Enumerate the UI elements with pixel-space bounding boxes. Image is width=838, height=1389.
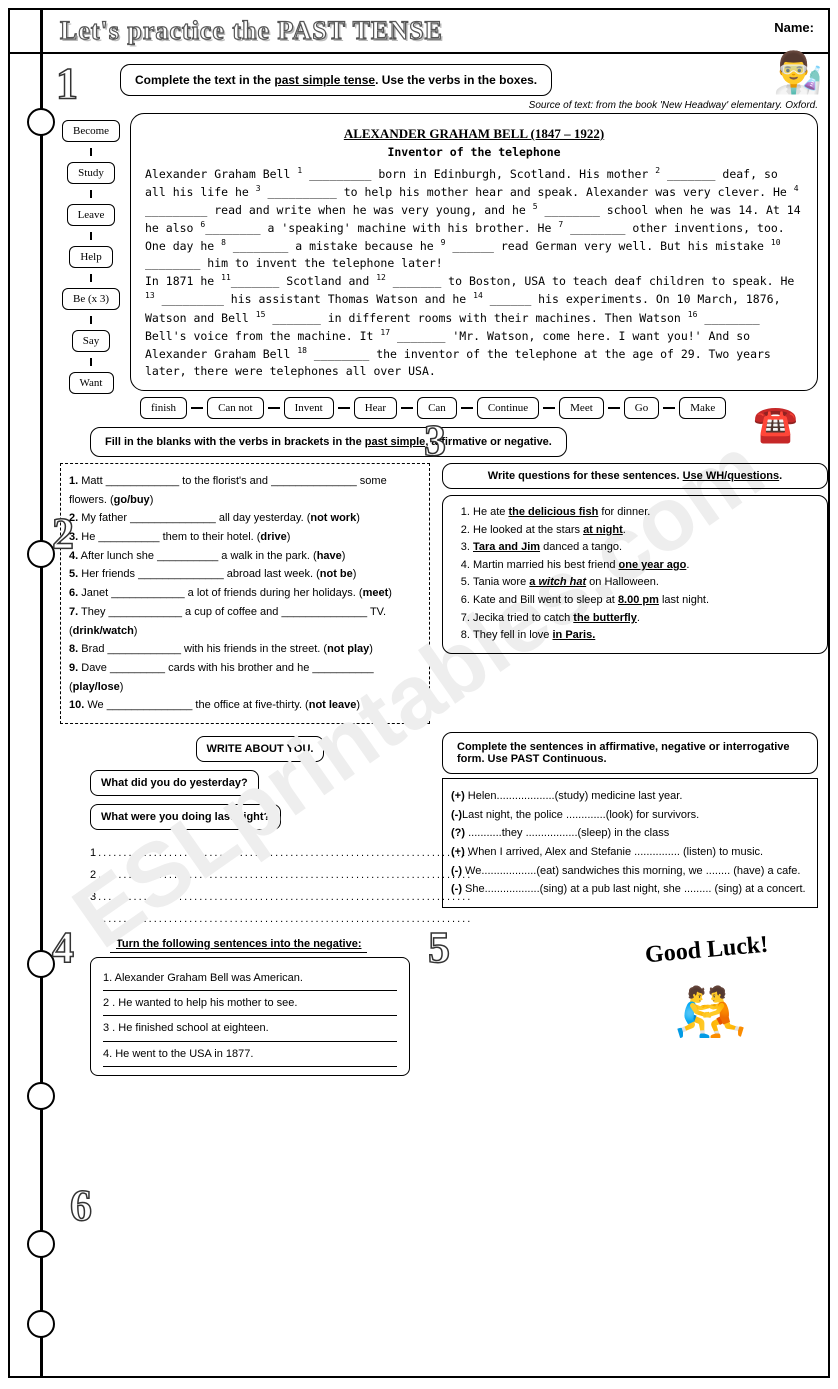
verb-box: Leave (67, 204, 116, 226)
timeline-circle (27, 108, 55, 136)
ex4-q1: What did you do yesterday? (90, 770, 259, 796)
ex4-number: 4 (52, 922, 74, 973)
verb-box: Be (x 3) (62, 288, 120, 310)
ex2-instruction: Fill in the blanks with the verbs in bra… (90, 427, 567, 457)
verb-box: Make (679, 397, 726, 419)
ex4-title: WRITE ABOUT YOU. (196, 736, 325, 762)
scientist-icon: 👨‍🔬 (773, 49, 823, 96)
story-box: ALEXANDER GRAHAM BELL (1847 – 1922) Inve… (130, 113, 818, 391)
ex3-box: He ate the delicious fish for dinner.He … (442, 495, 828, 654)
ex5-instruction: Complete the sentences in affirmative, n… (442, 732, 818, 774)
verb-box: Hear (354, 397, 397, 419)
vertical-timeline (40, 10, 43, 1376)
timeline-circle (27, 950, 55, 978)
timeline-circle (27, 1082, 55, 1110)
timeline-circle (27, 540, 55, 568)
timeline-circle (27, 1310, 55, 1338)
verb-box: Study (67, 162, 115, 184)
name-label: Name: (774, 20, 814, 35)
story-title: ALEXANDER GRAHAM BELL (1847 – 1922) (145, 124, 803, 144)
verb-box: Can not (207, 397, 264, 419)
ex1-number: 1 (56, 58, 78, 109)
verb-column: Become Study Leave Help Be (x 3) Say Want (62, 120, 120, 394)
phone-icon: ☎️ (753, 403, 798, 445)
verb-box: Help (69, 246, 112, 268)
verb-box: Go (624, 397, 659, 419)
ex5-list: (+) Helen...................(study) medi… (442, 778, 818, 908)
ex3-instruction: Write questions for these sentences. Use… (442, 463, 828, 489)
verb-box: Want (69, 372, 114, 394)
ex4-lines: 1.......................................… (90, 842, 430, 930)
verb-box: Invent (284, 397, 334, 419)
header-bar: Let's practice the PAST TENSE Name: (10, 10, 828, 54)
verb-box: Say (72, 330, 111, 352)
story-body: Alexander Graham Bell 1 _________ born i… (145, 165, 803, 380)
story-subtitle: Inventor of the telephone (145, 144, 803, 161)
ex2-list: 1. Matt ____________ to the florist's an… (60, 463, 430, 724)
cartoon-icon: 🤼 (673, 977, 748, 1048)
ex5-number: 5 (428, 922, 450, 973)
verb-box: finish (140, 397, 187, 419)
ex4-block: WRITE ABOUT YOU. What did you do yesterd… (90, 732, 430, 930)
ex1-source: Source of text: from the book 'New Headw… (10, 100, 818, 111)
verb-box: Meet (559, 397, 604, 419)
ex1-instruction: Complete the text in the past simple ten… (120, 64, 552, 96)
ex6-list: 1. Alexander Graham Bell was American.2 … (90, 957, 410, 1076)
verb-box: Become (62, 120, 120, 142)
verb-box: Continue (477, 397, 539, 419)
timeline-circle (27, 1230, 55, 1258)
ex4-q2: What were you doing last night? (90, 804, 281, 830)
ex6-number: 6 (70, 1180, 92, 1231)
verb-row: finishCan notInventHearCanContinueMeetGo… (140, 397, 828, 419)
ex2-number: 2 (52, 508, 74, 559)
ex6-instruction: Turn the following sentences into the ne… (110, 936, 367, 953)
worksheet-page: ESLprintables.com Let's practice the PAS… (8, 8, 830, 1378)
page-title: Let's practice the PAST TENSE (60, 16, 443, 45)
ex3-number: 3 (424, 415, 446, 466)
